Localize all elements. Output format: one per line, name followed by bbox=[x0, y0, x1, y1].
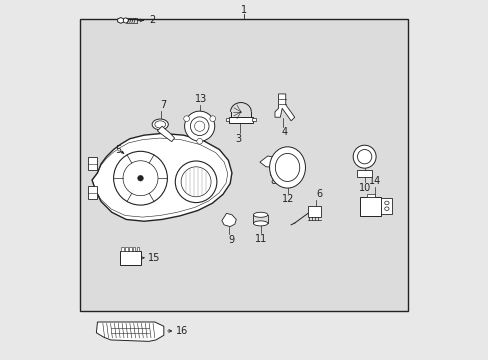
Text: 7: 7 bbox=[160, 100, 166, 110]
FancyBboxPatch shape bbox=[129, 247, 131, 251]
Ellipse shape bbox=[269, 147, 305, 188]
FancyBboxPatch shape bbox=[88, 186, 97, 199]
Text: 14: 14 bbox=[368, 176, 381, 186]
FancyBboxPatch shape bbox=[120, 251, 140, 265]
Polygon shape bbox=[118, 18, 123, 23]
Text: 15: 15 bbox=[148, 253, 161, 263]
Text: 6: 6 bbox=[316, 189, 322, 199]
Ellipse shape bbox=[384, 201, 388, 205]
Circle shape bbox=[123, 18, 128, 23]
FancyBboxPatch shape bbox=[228, 117, 253, 123]
Polygon shape bbox=[222, 213, 236, 226]
Ellipse shape bbox=[384, 207, 388, 211]
FancyBboxPatch shape bbox=[121, 247, 124, 251]
Text: 10: 10 bbox=[359, 183, 371, 193]
Text: 12: 12 bbox=[282, 194, 294, 204]
Circle shape bbox=[113, 151, 167, 205]
Polygon shape bbox=[96, 322, 163, 341]
Ellipse shape bbox=[253, 212, 267, 217]
FancyBboxPatch shape bbox=[252, 118, 255, 121]
Circle shape bbox=[194, 121, 204, 131]
Text: 13: 13 bbox=[195, 94, 207, 104]
Circle shape bbox=[183, 116, 189, 122]
Text: 9: 9 bbox=[228, 235, 234, 245]
FancyBboxPatch shape bbox=[225, 118, 229, 121]
Circle shape bbox=[137, 175, 143, 181]
Text: 4: 4 bbox=[281, 127, 287, 137]
Circle shape bbox=[196, 138, 202, 144]
Text: 11: 11 bbox=[255, 234, 267, 244]
Polygon shape bbox=[92, 134, 231, 221]
Ellipse shape bbox=[275, 153, 299, 181]
FancyBboxPatch shape bbox=[359, 197, 381, 216]
FancyBboxPatch shape bbox=[88, 157, 97, 170]
FancyBboxPatch shape bbox=[307, 206, 320, 217]
Text: 16: 16 bbox=[176, 326, 188, 336]
FancyBboxPatch shape bbox=[125, 247, 127, 251]
FancyBboxPatch shape bbox=[136, 247, 139, 251]
FancyBboxPatch shape bbox=[381, 198, 391, 214]
FancyBboxPatch shape bbox=[133, 247, 135, 251]
Polygon shape bbox=[274, 94, 294, 121]
Circle shape bbox=[209, 116, 215, 122]
Text: 2: 2 bbox=[149, 15, 155, 26]
Ellipse shape bbox=[253, 221, 267, 226]
Text: 5: 5 bbox=[115, 144, 121, 154]
Polygon shape bbox=[260, 156, 278, 167]
FancyBboxPatch shape bbox=[366, 194, 374, 197]
Text: 1: 1 bbox=[241, 5, 247, 15]
Circle shape bbox=[357, 149, 371, 164]
FancyBboxPatch shape bbox=[357, 170, 371, 177]
FancyBboxPatch shape bbox=[80, 19, 407, 311]
Circle shape bbox=[352, 145, 375, 168]
Circle shape bbox=[175, 161, 217, 203]
Text: 3: 3 bbox=[235, 134, 241, 144]
Text: 8: 8 bbox=[269, 176, 276, 186]
Circle shape bbox=[184, 111, 214, 141]
Circle shape bbox=[190, 117, 208, 135]
Circle shape bbox=[123, 161, 158, 196]
Ellipse shape bbox=[155, 121, 165, 128]
Ellipse shape bbox=[152, 119, 168, 130]
Polygon shape bbox=[157, 126, 174, 141]
Circle shape bbox=[181, 167, 211, 197]
